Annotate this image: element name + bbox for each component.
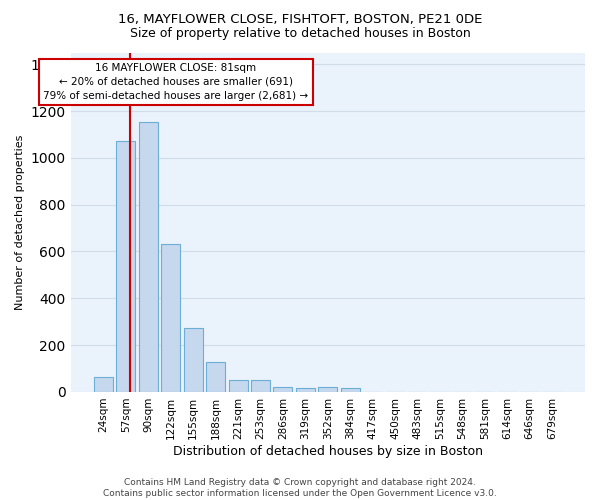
Bar: [274, 388, 292, 392]
Bar: [184, 328, 203, 392]
X-axis label: Distribution of detached houses by size in Boston: Distribution of detached houses by size …: [173, 444, 483, 458]
Text: Size of property relative to detached houses in Boston: Size of property relative to detached ho…: [130, 28, 470, 40]
Bar: [318, 388, 337, 392]
Bar: [116, 142, 136, 392]
Text: Contains HM Land Registry data © Crown copyright and database right 2024.
Contai: Contains HM Land Registry data © Crown c…: [103, 478, 497, 498]
Bar: [341, 388, 360, 392]
Bar: [139, 122, 158, 392]
Bar: [296, 388, 315, 392]
Bar: [251, 380, 270, 392]
Bar: [206, 362, 225, 392]
Y-axis label: Number of detached properties: Number of detached properties: [15, 134, 25, 310]
Bar: [229, 380, 248, 392]
Text: 16 MAYFLOWER CLOSE: 81sqm
← 20% of detached houses are smaller (691)
79% of semi: 16 MAYFLOWER CLOSE: 81sqm ← 20% of detac…: [43, 62, 308, 100]
Bar: [161, 244, 180, 392]
Bar: [94, 376, 113, 392]
Text: 16, MAYFLOWER CLOSE, FISHTOFT, BOSTON, PE21 0DE: 16, MAYFLOWER CLOSE, FISHTOFT, BOSTON, P…: [118, 12, 482, 26]
